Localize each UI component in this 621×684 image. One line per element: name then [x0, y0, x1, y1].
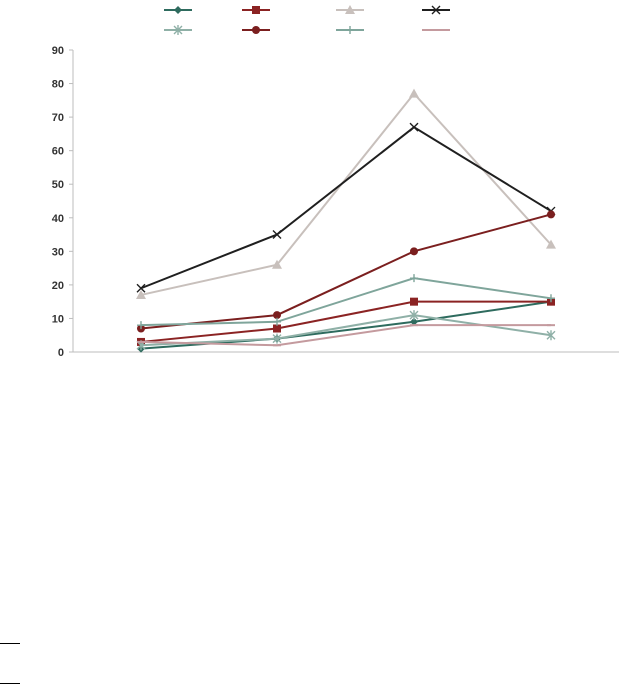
data-point [272, 259, 282, 269]
y-tick-label: 40 [52, 213, 64, 225]
legend-entry-5 [164, 25, 192, 35]
series-8 [137, 324, 555, 347]
data-point [410, 297, 418, 306]
legend-marker [252, 26, 260, 34]
series-7 [137, 274, 555, 330]
legend-entry-3 [336, 5, 364, 14]
y-tick-label: 0 [58, 347, 64, 359]
data-point [547, 294, 555, 303]
data-point [136, 289, 146, 299]
footnote-rule-1 [0, 643, 20, 644]
series-line [140, 125, 552, 290]
y-tick-label: 60 [52, 146, 64, 158]
series-line [140, 277, 552, 327]
data-point [547, 210, 555, 219]
data-point [273, 311, 281, 320]
legend-marker [174, 6, 182, 14]
data-point [137, 321, 145, 330]
chart-legend [164, 5, 450, 35]
y-tick-label: 90 [52, 45, 64, 57]
data-point [273, 324, 281, 333]
data-point [409, 310, 419, 321]
y-tick-label: 80 [52, 79, 64, 91]
series-4 [136, 122, 556, 293]
legend-marker [346, 26, 354, 34]
y-tick-label: 70 [52, 112, 64, 124]
data-point [272, 333, 282, 344]
y-tick-label: 10 [52, 313, 64, 325]
series-6 [137, 210, 555, 333]
series-line [140, 213, 552, 330]
y-tick-label: 20 [52, 280, 64, 292]
series-line [140, 324, 551, 347]
legend-marker [431, 5, 441, 15]
data-point [136, 283, 146, 293]
legend-entry-7 [336, 26, 364, 34]
data-point [410, 317, 418, 326]
data-point [546, 330, 556, 341]
plot-area [136, 88, 556, 353]
data-point [409, 122, 419, 132]
data-point [272, 230, 282, 240]
data-point [410, 247, 418, 256]
legend-entry-4 [422, 5, 450, 15]
legend-entry-1 [164, 6, 192, 14]
series-3 [136, 88, 556, 299]
data-point [410, 274, 418, 283]
legend-marker [173, 25, 183, 35]
series-line [140, 300, 551, 343]
data-point [409, 88, 419, 98]
legend-entry-6 [242, 26, 270, 34]
data-point [273, 317, 281, 326]
legend-marker [252, 6, 260, 14]
y-axis: 0 10 20 30 40 50 60 70 80 90 [52, 45, 74, 359]
legend-entry-2 [242, 6, 270, 14]
y-tick-label: 50 [52, 179, 64, 191]
legend-marker [345, 5, 355, 14]
y-tick-label: 30 [52, 246, 64, 258]
data-point [546, 239, 556, 249]
